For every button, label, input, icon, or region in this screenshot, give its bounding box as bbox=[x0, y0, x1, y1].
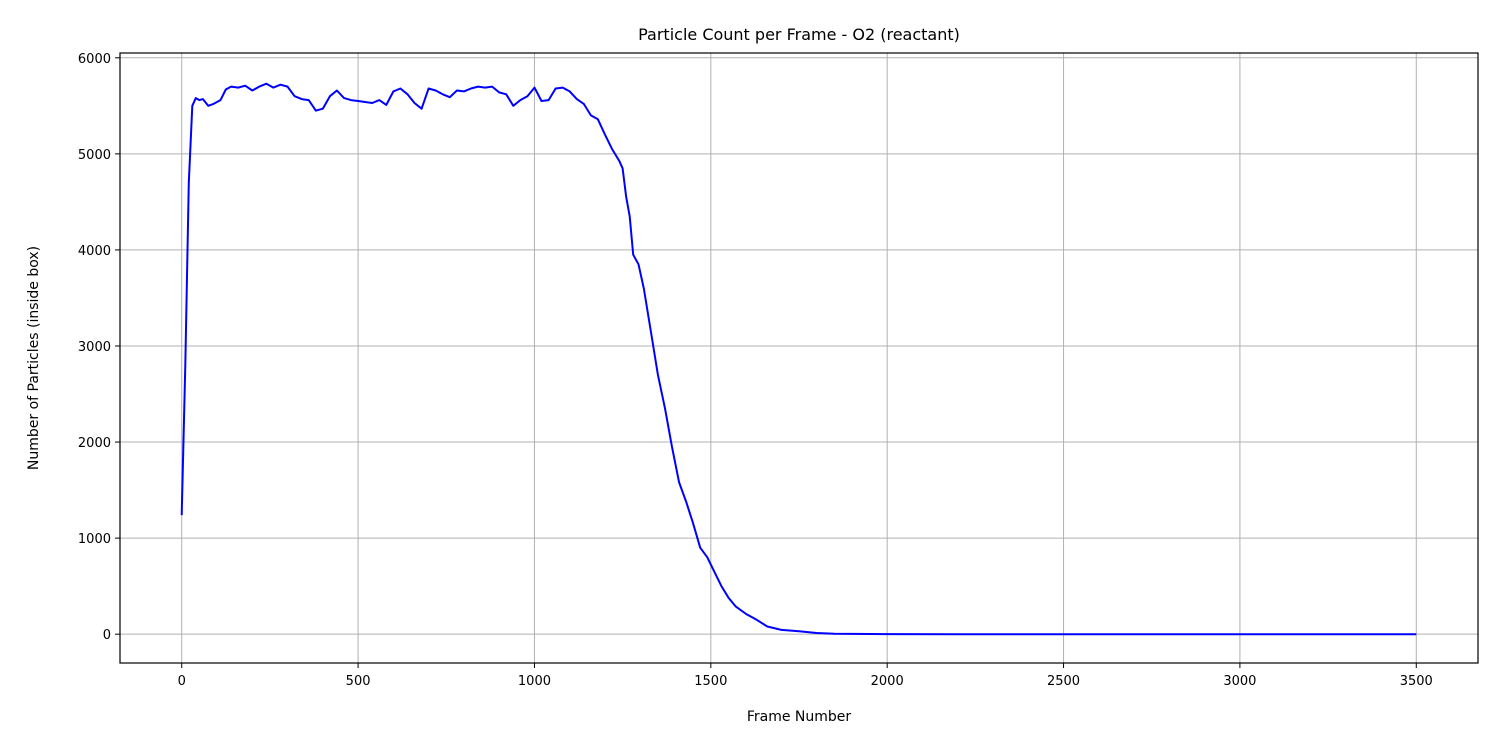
x-axis-title: Frame Number bbox=[747, 709, 852, 725]
series-line bbox=[180, 82, 1417, 636]
chart-title: Particle Count per Frame - O2 (reactant) bbox=[638, 25, 960, 44]
plot-frame bbox=[119, 52, 1479, 664]
y-tick-label: 0 bbox=[103, 628, 111, 643]
y-tick-label: 6000 bbox=[78, 52, 111, 67]
x-tick-label: 1500 bbox=[694, 674, 727, 689]
y-tick-label: 3000 bbox=[78, 340, 111, 355]
y-tick-label: 4000 bbox=[78, 244, 111, 259]
x-tick-label: 3000 bbox=[1223, 674, 1256, 689]
y-axis-title: Number of Particles (inside box) bbox=[26, 246, 42, 470]
x-axis-ticks: 0 500 1000 1500 2000 2500 3000 3500 bbox=[178, 663, 1433, 689]
x-tick-label: 2500 bbox=[1047, 674, 1080, 689]
y-tick-label: 5000 bbox=[78, 148, 111, 163]
y-tick-label: 1000 bbox=[78, 532, 111, 547]
x-tick-label: 500 bbox=[346, 674, 371, 689]
y-axis-ticks: 0 1000 2000 3000 4000 5000 6000 bbox=[78, 52, 120, 643]
grid-lines bbox=[120, 53, 1478, 663]
series-layer bbox=[180, 82, 1417, 636]
x-tick-label: 0 bbox=[178, 674, 186, 689]
x-tick-label: 3500 bbox=[1400, 674, 1433, 689]
x-tick-label: 2000 bbox=[871, 674, 904, 689]
x-tick-label: 1000 bbox=[518, 674, 551, 689]
y-tick-label: 2000 bbox=[78, 436, 111, 451]
